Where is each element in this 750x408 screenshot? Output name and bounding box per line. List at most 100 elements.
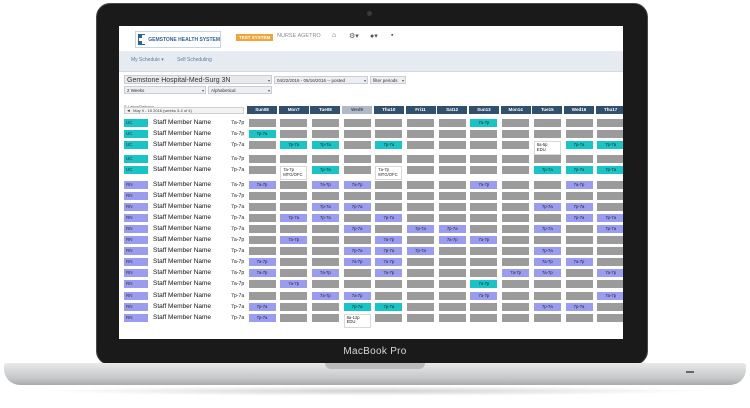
- shift-cell[interactable]: 7a-7p: [565, 180, 593, 189]
- shift-cell[interactable]: 7p-7a: [280, 141, 308, 150]
- shift-cell[interactable]: 7p-7a: [407, 247, 434, 256]
- staff-name[interactable]: Staff Member Name: [153, 258, 212, 266]
- shift-cell[interactable]: 7p-7a: [343, 302, 371, 311]
- shift-cell[interactable]: [280, 130, 308, 139]
- day-header[interactable]: Tue08: [310, 106, 341, 114]
- shift-cell[interactable]: [470, 166, 498, 175]
- day-header[interactable]: Tue15: [532, 106, 563, 114]
- shift-cell[interactable]: [311, 191, 339, 200]
- shift-cell[interactable]: 7a-7p: [375, 269, 403, 278]
- shift-cell[interactable]: [597, 130, 623, 139]
- shift-cell[interactable]: [502, 166, 530, 175]
- shift-cell[interactable]: [311, 155, 339, 164]
- day-header[interactable]: Fri11: [405, 106, 436, 114]
- staff-name[interactable]: Staff Member Name: [153, 130, 212, 138]
- my-schedule-menu[interactable]: My Schedule ▾: [131, 57, 164, 63]
- shift-cell[interactable]: 7p-7a: [375, 247, 403, 256]
- shift-cell[interactable]: [565, 291, 593, 300]
- shift-cell[interactable]: [470, 213, 498, 222]
- shift-cell[interactable]: [375, 224, 403, 233]
- shift-cell[interactable]: [565, 313, 593, 322]
- shift-cell[interactable]: 7p-7a: [533, 224, 561, 233]
- shift-cell[interactable]: [343, 119, 371, 127]
- shift-cell[interactable]: [502, 119, 530, 127]
- shift-cell[interactable]: [502, 155, 530, 164]
- shift-cell[interactable]: [502, 280, 530, 289]
- shift-cell[interactable]: 7a-7p: [502, 269, 530, 278]
- shift-cell[interactable]: [311, 119, 339, 127]
- shift-cell[interactable]: 7p-7a: [565, 202, 593, 211]
- shift-cell[interactable]: [470, 141, 498, 150]
- shift-cell[interactable]: 7a-7p: [597, 269, 623, 278]
- shift-cell[interactable]: [533, 313, 561, 322]
- shift-cell[interactable]: [438, 202, 466, 211]
- shift-cell[interactable]: 7a-7p: [565, 258, 593, 267]
- shift-cell[interactable]: 7p-7a: [533, 302, 561, 311]
- previous-arrow-icon[interactable]: ◂: [127, 108, 130, 114]
- shift-cell[interactable]: [502, 180, 530, 189]
- shift-cell[interactable]: [375, 291, 403, 300]
- shift-cell[interactable]: [438, 130, 466, 139]
- shift-cell[interactable]: 7p-7a: [248, 313, 276, 322]
- shift-cell[interactable]: [280, 247, 308, 256]
- shift-cell[interactable]: [280, 302, 308, 311]
- shift-cell[interactable]: 7p-7a: [248, 130, 276, 139]
- shift-cell[interactable]: [565, 236, 593, 244]
- shift-cell[interactable]: [470, 302, 498, 311]
- shift-cell[interactable]: [502, 258, 530, 267]
- shift-cell[interactable]: [470, 258, 498, 267]
- shift-cell[interactable]: [248, 213, 276, 222]
- gear-icon[interactable]: ⚙▾: [349, 33, 359, 40]
- shift-cell[interactable]: 7a-7p: [470, 119, 498, 127]
- filter-periods-select[interactable]: filter periods: [370, 76, 406, 84]
- shift-cell[interactable]: [470, 155, 498, 164]
- shift-cell[interactable]: 7a-7p: [533, 258, 561, 267]
- shift-cell[interactable]: [438, 313, 466, 322]
- shift-cell[interactable]: 7p-7a: [343, 202, 371, 211]
- shift-cell[interactable]: 7a-7p: [248, 258, 276, 267]
- shift-cell[interactable]: [470, 191, 498, 200]
- shift-cell[interactable]: [280, 191, 308, 200]
- staff-name[interactable]: Staff Member Name: [153, 291, 212, 299]
- shift-cell[interactable]: 7p-7a: [311, 141, 339, 150]
- shift-cell[interactable]: [407, 130, 434, 139]
- shift-cell[interactable]: [502, 191, 530, 200]
- shift-cell[interactable]: [597, 236, 623, 244]
- shift-cell[interactable]: [533, 213, 561, 222]
- shift-cell[interactable]: [248, 280, 276, 289]
- shift-cell[interactable]: [311, 313, 339, 322]
- shift-cell[interactable]: [533, 119, 561, 127]
- shift-cell[interactable]: 7a-7p MTG/OFC: [375, 166, 403, 181]
- day-header[interactable]: Thu10: [373, 106, 404, 114]
- shift-cell[interactable]: [248, 191, 276, 200]
- shift-cell[interactable]: [470, 224, 498, 233]
- shift-cell[interactable]: [438, 180, 466, 189]
- shift-cell[interactable]: 7p-7a: [565, 166, 593, 175]
- shift-cell[interactable]: [343, 155, 371, 164]
- shift-cell[interactable]: 7p-7a: [343, 247, 371, 256]
- shift-cell[interactable]: [280, 224, 308, 233]
- shift-cell[interactable]: [407, 155, 434, 164]
- shift-cell[interactable]: 7a-7p: [280, 236, 308, 244]
- shift-cell[interactable]: [311, 236, 339, 244]
- shift-cell[interactable]: 7a-7p: [343, 258, 371, 267]
- shift-cell[interactable]: 7p-7a: [533, 247, 561, 256]
- shift-cell[interactable]: [597, 280, 623, 289]
- shift-cell[interactable]: [438, 155, 466, 164]
- shift-cell[interactable]: [280, 155, 308, 164]
- shift-cell[interactable]: [597, 302, 623, 311]
- staff-name[interactable]: Staff Member Name: [153, 247, 212, 255]
- shift-cell[interactable]: [375, 180, 403, 189]
- shift-cell[interactable]: 7a-7p: [280, 280, 308, 289]
- staff-name[interactable]: Staff Member Name: [153, 180, 212, 188]
- shift-cell[interactable]: [407, 202, 434, 211]
- shift-cell[interactable]: [597, 119, 623, 127]
- shift-cell[interactable]: 7a-7p: [375, 236, 403, 244]
- shift-cell[interactable]: [311, 130, 339, 139]
- span-select[interactable]: 2 Weeks: [124, 86, 206, 94]
- shift-cell[interactable]: [248, 291, 276, 300]
- shift-cell[interactable]: [343, 130, 371, 139]
- logo[interactable]: GEMSTONE HEALTH SYSTEM: [135, 31, 221, 48]
- shift-cell[interactable]: [597, 247, 623, 256]
- shift-cell[interactable]: [311, 302, 339, 311]
